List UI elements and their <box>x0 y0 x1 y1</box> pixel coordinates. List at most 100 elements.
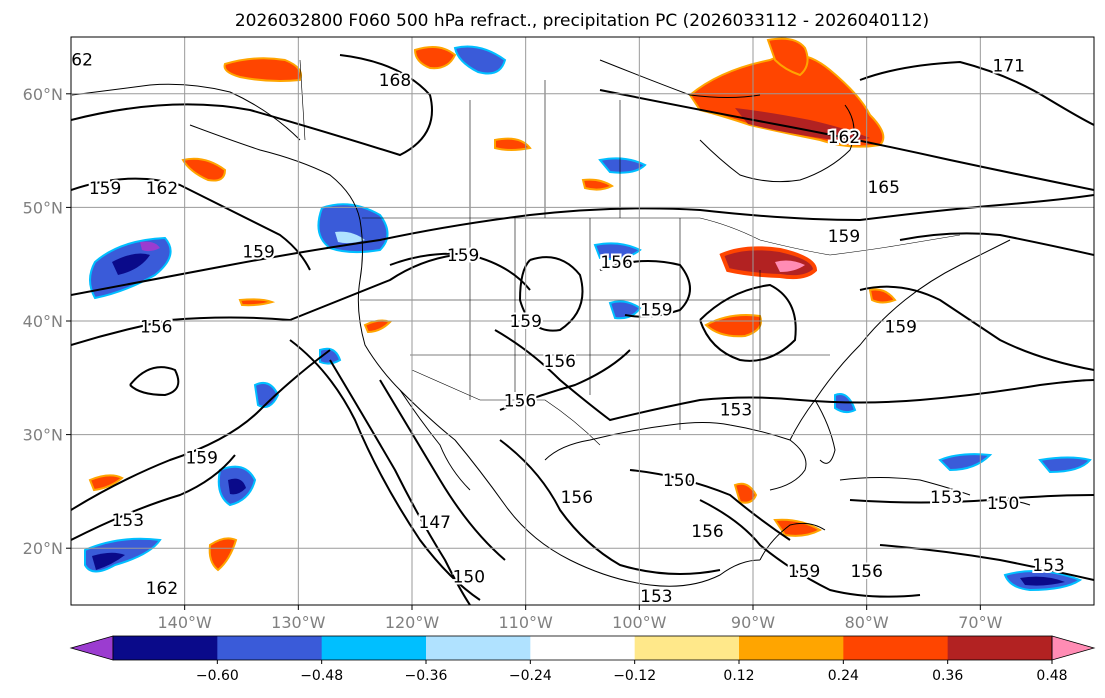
precip-positive-region <box>181 157 227 182</box>
contour-label: 159 <box>447 246 479 266</box>
contour-label: 156 <box>544 352 576 372</box>
contour-label: 147 <box>419 513 451 533</box>
colorbar-segment <box>843 636 949 660</box>
refractivity-contours <box>71 54 1094 605</box>
contour-label: 150 <box>453 568 485 588</box>
coastline-hudson <box>699 104 855 183</box>
lat-tick-label: 20°N <box>23 539 63 558</box>
precip-negative-core <box>335 231 365 244</box>
contour-label: 162 <box>146 579 178 599</box>
contour-line <box>71 54 433 157</box>
contour-label: 156 <box>504 392 536 412</box>
colorbar-extend-max <box>1051 635 1096 661</box>
contour-label: 159 <box>185 448 217 468</box>
borders <box>299 59 961 446</box>
contour-label: 159 <box>89 179 121 199</box>
lon-tick-label: 140°W <box>157 613 212 632</box>
gridlines <box>71 37 1094 605</box>
precip-negative-region <box>1038 456 1092 474</box>
precip-positive-region <box>581 178 614 191</box>
precip-positive-region <box>494 137 532 151</box>
colorbar-extend-min <box>69 635 114 661</box>
colorbar-segment <box>321 636 427 660</box>
lon-tick-label: 130°W <box>271 613 326 632</box>
precip-positive-region <box>88 474 124 492</box>
contour-line <box>329 359 471 605</box>
colorbar-frame <box>112 635 1053 661</box>
contour-line <box>389 252 531 291</box>
contour-line <box>71 454 236 541</box>
lat-tick-label: 30°N <box>23 426 63 445</box>
coastline-gulf <box>544 422 807 491</box>
precip-positive-region <box>733 482 758 504</box>
lon-tick-label: 120°W <box>385 613 440 632</box>
coastline-yucatan <box>759 522 826 561</box>
contour-label: 156 <box>561 488 593 508</box>
coastline-east <box>814 239 1011 401</box>
precip-negative-region <box>938 453 993 472</box>
colorbar-label: −0.36 <box>405 668 448 684</box>
precip-negative-core <box>112 253 150 275</box>
contour-line <box>499 349 631 411</box>
precip-positive-region <box>868 288 897 304</box>
chart-title: 2026032800 F060 500 hPa refract., precip… <box>235 11 929 31</box>
precip-negative-core <box>1020 576 1065 586</box>
colorbar-label: 0.36 <box>932 668 963 684</box>
lon-tick-label: 70°W <box>958 613 1002 632</box>
contour-line <box>849 494 1094 504</box>
contour-line <box>289 339 481 601</box>
contour-label: 150 <box>663 471 695 491</box>
lat-tick-label: 60°N <box>23 85 63 104</box>
contour-line <box>699 283 797 362</box>
contour-label: 159 <box>509 312 541 332</box>
contour-line <box>899 232 1094 256</box>
colorbar-segment <box>947 636 1053 660</box>
coastline-florida <box>789 399 836 464</box>
precip-positive-region <box>766 37 809 77</box>
contour-line <box>518 256 584 332</box>
colorbar-segment <box>426 636 531 660</box>
contour-label: 156 <box>140 318 172 338</box>
precip-positive-region <box>363 319 392 334</box>
contour-line <box>599 260 691 318</box>
contour-label: 165 <box>867 178 899 198</box>
contour-label: 153 <box>1032 556 1064 576</box>
coastline-arctic <box>599 59 761 98</box>
latitude-tick-labels: 20°N 30°N 40°N 50°N 60°N <box>23 85 71 558</box>
contour-line <box>499 439 721 575</box>
colorbar-label: −0.12 <box>613 668 656 684</box>
precip-positive-region <box>208 537 238 572</box>
contour-label: 159 <box>885 318 917 338</box>
precip-negative-region <box>593 242 642 260</box>
contour-label: 159 <box>828 227 860 247</box>
contour-label: 156 <box>850 562 882 582</box>
lat-tick-label: 40°N <box>23 312 63 331</box>
contour-label: 153 <box>720 401 752 421</box>
contour-label: 153 <box>930 488 962 508</box>
contour-label: 159 <box>788 562 820 582</box>
contour-label: 150 <box>987 494 1019 514</box>
precip-positive-region <box>704 314 762 338</box>
contour-label: 159 <box>242 243 274 263</box>
precip-positive-core <box>775 260 805 272</box>
precip-negative-core <box>92 552 125 570</box>
precip-negative-core <box>228 478 246 495</box>
contour-line <box>699 499 921 598</box>
precip-positive-region <box>223 57 302 82</box>
colorbar-segment <box>530 636 636 660</box>
contour-line <box>71 194 1094 296</box>
contour-label: 162 <box>828 128 860 148</box>
lon-tick-label: 90°W <box>731 613 775 632</box>
colorbar-label: −0.60 <box>196 668 239 684</box>
border-us-mexico <box>411 369 601 446</box>
longitude-tick-labels: 140°W 130°W 120°W 110°W 100°W 90°W 80°W 70°W <box>157 605 1003 632</box>
contour-line <box>71 254 456 346</box>
border-us-canada <box>362 217 961 256</box>
colorbar-label: 0.12 <box>723 668 754 684</box>
contour-line <box>859 285 1094 371</box>
precip-negative-core <box>140 241 160 252</box>
lon-tick-label: 100°W <box>612 613 667 632</box>
precip-negative-region <box>319 347 342 365</box>
lat-tick-label: 50°N <box>23 198 63 217</box>
